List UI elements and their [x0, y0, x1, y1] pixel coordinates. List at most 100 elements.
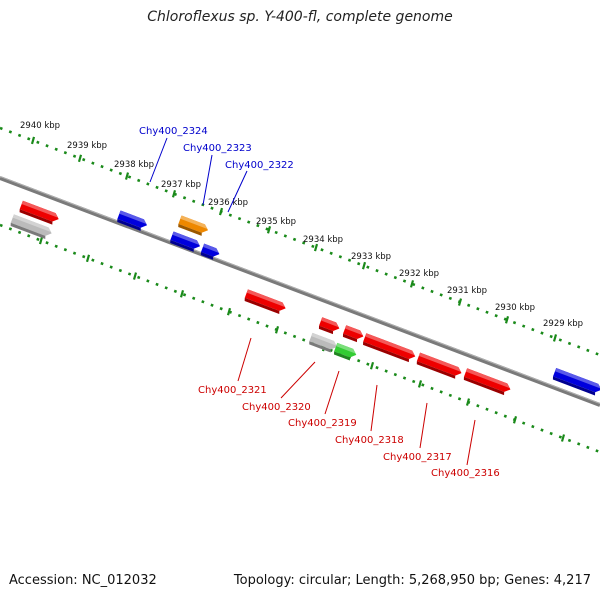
- accession-text: Accession: NC_012032: [9, 573, 157, 588]
- gene-label-chy400-2321[interactable]: Chy400_2321: [198, 385, 267, 396]
- gene-arrow-shadow: [10, 222, 46, 240]
- scale-tick: [179, 290, 185, 298]
- leader-line: [466, 419, 476, 466]
- scale-tick: [274, 325, 280, 334]
- scale-tick: [552, 334, 558, 342]
- kbp-label: 2929 kbp: [543, 319, 583, 329]
- gene-arrow-highlight: [336, 342, 356, 354]
- kbp-label: 2932 kbp: [399, 269, 439, 279]
- gene-arrow-red[interactable]: [416, 352, 463, 381]
- gene-arrow-red[interactable]: [362, 333, 417, 363]
- scale-tick: [313, 243, 319, 252]
- gene-arrow-red[interactable]: [342, 325, 365, 343]
- scale-tick: [504, 316, 510, 324]
- scale-tick: [409, 280, 415, 288]
- gene-label-chy400-2317[interactable]: Chy400_2317: [383, 452, 452, 463]
- leader-line: [237, 337, 252, 382]
- gene-arrow-shadow: [19, 209, 53, 225]
- gene-arrow-blue[interactable]: [169, 231, 201, 253]
- gene-arrow-shadow: [117, 218, 141, 231]
- gene-arrow-highlight: [311, 332, 337, 346]
- gene-arrow-highlight: [345, 325, 363, 336]
- kbp-label: 2935 kbp: [256, 217, 296, 227]
- gene-arrow-blue[interactable]: [116, 210, 148, 232]
- scale-tick: [361, 261, 367, 270]
- gene-arrow-highlight: [418, 352, 461, 372]
- gene-arrow-gray[interactable]: [10, 214, 54, 240]
- scale-tick: [266, 225, 272, 234]
- kbp-label: 2939 kbp: [67, 141, 107, 151]
- gene-label-chy400-2318[interactable]: Chy400_2318: [335, 435, 404, 446]
- kbp-label: 2937 kbp: [161, 180, 201, 190]
- gene-arrow-orange[interactable]: [177, 215, 209, 237]
- scale-tick: [226, 307, 232, 316]
- leader-line: [280, 361, 316, 399]
- gene-arrow-red[interactable]: [244, 289, 288, 315]
- scale-tick: [171, 190, 177, 198]
- kbp-label: 2938 kbp: [114, 160, 154, 170]
- scale-tick: [218, 207, 224, 216]
- leader-line: [324, 370, 340, 415]
- gene-label-chy400-2320[interactable]: Chy400_2320: [242, 402, 311, 413]
- leader-line: [370, 384, 378, 432]
- kbp-label: 2936 kbp: [208, 198, 248, 208]
- gene-arrow-shadow: [416, 361, 456, 379]
- gene-label-chy400-2322[interactable]: Chy400_2322: [225, 160, 294, 171]
- gene-arrow-blue[interactable]: [552, 367, 600, 397]
- gene-arrow-shadow: [463, 376, 505, 396]
- scale-tick: [417, 380, 423, 388]
- kbp-label: 2934 kbp: [303, 235, 343, 245]
- gene-label-chy400-2319[interactable]: Chy400_2319: [288, 418, 357, 429]
- gene-arrow-highlight: [246, 289, 286, 308]
- gene-arrow-highlight: [465, 368, 510, 389]
- gene-features: [10, 200, 600, 397]
- gene-label-chy400-2323[interactable]: Chy400_2323: [183, 143, 252, 154]
- gene-arrow-shadow: [342, 333, 358, 343]
- gene-arrow-highlight: [365, 333, 415, 356]
- gene-arrow-highlight: [202, 243, 219, 253]
- gene-arrow-highlight: [119, 210, 147, 225]
- scale-tick: [457, 298, 463, 306]
- scale-tick: [132, 272, 138, 280]
- genome-backbone-highlight: [0, 176, 600, 404]
- gene-arrow-shadow: [318, 325, 334, 335]
- gene-arrow-highlight: [554, 367, 600, 389]
- scale-tick: [38, 236, 44, 245]
- leader-line: [227, 170, 248, 213]
- gene-arrow-shadow: [170, 239, 194, 252]
- scale-tick: [512, 416, 518, 424]
- scale-tick: [560, 434, 566, 442]
- gene-label-chy400-2324[interactable]: Chy400_2324: [139, 126, 208, 137]
- leader-line: [202, 154, 213, 206]
- genome-backbone: [0, 176, 600, 407]
- gene-arrow-blue[interactable]: [200, 243, 221, 262]
- scale-tick: [85, 254, 91, 263]
- kbp-label: 2933 kbp: [351, 252, 391, 262]
- gene-arrow-highlight: [321, 317, 339, 328]
- topology-text: Topology: circular; Length: 5,268,950 bp…: [233, 573, 591, 588]
- scale-tick: [369, 361, 375, 370]
- gene-arrow-green[interactable]: [333, 342, 358, 362]
- gene-arrow-highlight: [180, 215, 208, 230]
- gene-arrow-shadow: [200, 252, 214, 260]
- gene-arrow-red[interactable]: [318, 317, 341, 335]
- scale-tick: [465, 398, 471, 406]
- scale-tick: [77, 154, 83, 163]
- gene-arrow-red[interactable]: [19, 200, 61, 226]
- gene-label-chy400-2316[interactable]: Chy400_2316: [431, 468, 500, 479]
- upper-dotted-track: [0, 126, 600, 357]
- leader-line: [419, 402, 428, 449]
- gene-arrow-gray[interactable]: [308, 332, 338, 354]
- top-gene-labels: Chy400_2324 Chy400_2323 Chy400_2322: [139, 126, 294, 213]
- leader-line: [149, 137, 168, 183]
- gene-arrow-highlight: [12, 214, 52, 233]
- kbp-label: 2940 kbp: [20, 121, 60, 131]
- kbp-label: 2931 kbp: [447, 286, 487, 296]
- gene-arrow-shadow: [363, 341, 409, 363]
- gene-arrow-highlight: [21, 200, 59, 218]
- kbp-scale: 2940 kbp 2939 kbp 2938 kbp 2937 kbp 2936…: [20, 121, 583, 329]
- scale-tick: [124, 172, 130, 180]
- kbp-label: 2930 kbp: [495, 303, 535, 313]
- gene-arrow-red[interactable]: [463, 368, 512, 396]
